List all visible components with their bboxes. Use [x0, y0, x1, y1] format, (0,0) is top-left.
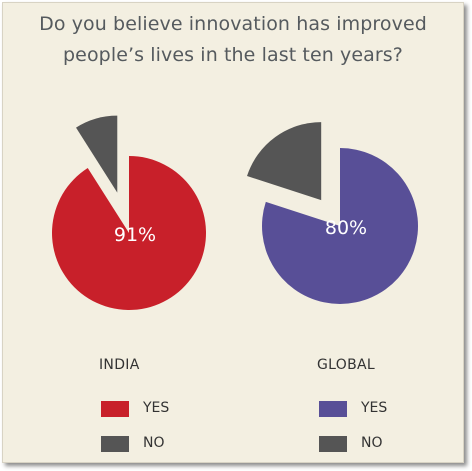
legend-india-no: NO — [99, 434, 165, 454]
legend-global-no: NO — [317, 434, 383, 454]
legend-india-yes-label: YES — [143, 400, 170, 416]
legend-global-yes-label: YES — [361, 400, 388, 416]
pie-charts: 91% 80% — [52, 115, 419, 310]
legend-global-header: GLOBAL — [317, 357, 375, 373]
pie-india-value-label: 91% — [114, 224, 156, 246]
pie-india-slice-no — [76, 115, 118, 193]
legend-global: GLOBAL YES NO — [317, 357, 387, 462]
legend-india-yes-swatch — [101, 401, 129, 417]
legend-india-no-label: NO — [143, 435, 165, 451]
chart-title: Do you believe innovation has improved p… — [3, 9, 463, 71]
legend-india-no-swatch — [101, 436, 129, 452]
legend-global-no-label: NO — [361, 435, 383, 451]
legend-india-yes: YES — [99, 399, 169, 419]
infographic-card: Do you believe innovation has improved p… — [2, 2, 464, 463]
legend-global-yes: YES — [317, 399, 387, 419]
legend-global-yes-swatch — [319, 401, 347, 417]
legend-india-header: INDIA — [99, 357, 140, 373]
title-line-2: people’s lives in the last ten years? — [63, 44, 403, 66]
legend-india: INDIA YES NO — [99, 357, 169, 462]
pie-global-slice-yes — [262, 148, 419, 304]
pie-global-value-label: 80% — [325, 217, 367, 239]
pie-global-slice-no — [247, 122, 322, 201]
legend-global-no-swatch — [319, 436, 347, 452]
title-line-1: Do you believe innovation has improved — [39, 13, 427, 35]
pie-india-slice-yes — [52, 156, 207, 310]
